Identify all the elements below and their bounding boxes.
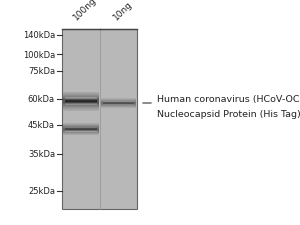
Bar bbox=[65, 102, 97, 103]
Bar bbox=[101, 100, 136, 101]
Bar bbox=[63, 102, 99, 103]
Bar bbox=[65, 104, 97, 105]
Bar bbox=[65, 128, 97, 129]
Text: 100kDa: 100kDa bbox=[23, 50, 55, 59]
Bar bbox=[63, 130, 99, 131]
Bar bbox=[65, 129, 97, 130]
Bar bbox=[63, 127, 99, 128]
Bar bbox=[65, 100, 97, 101]
Text: 35kDa: 35kDa bbox=[28, 150, 55, 159]
Bar bbox=[63, 133, 99, 134]
Bar bbox=[63, 129, 99, 130]
Bar bbox=[63, 100, 99, 101]
Bar bbox=[63, 99, 99, 100]
Bar bbox=[101, 107, 136, 108]
Bar bbox=[63, 124, 99, 125]
Bar bbox=[63, 100, 99, 101]
Bar bbox=[63, 107, 99, 108]
Bar bbox=[101, 99, 136, 100]
Bar bbox=[63, 134, 99, 135]
Bar bbox=[63, 103, 99, 104]
Bar bbox=[65, 105, 97, 106]
Bar bbox=[63, 94, 99, 95]
Bar bbox=[63, 95, 99, 96]
Bar bbox=[63, 109, 99, 110]
Text: Nucleocapsid Protein (His Tag): Nucleocapsid Protein (His Tag) bbox=[157, 110, 300, 119]
Text: 75kDa: 75kDa bbox=[28, 67, 55, 76]
Bar bbox=[65, 131, 97, 132]
Text: 60kDa: 60kDa bbox=[28, 95, 55, 104]
Bar bbox=[101, 104, 136, 105]
Bar bbox=[101, 108, 136, 109]
Bar bbox=[101, 105, 136, 106]
Bar bbox=[63, 97, 99, 98]
Bar bbox=[65, 99, 97, 100]
Bar bbox=[101, 103, 136, 104]
Bar bbox=[63, 96, 99, 97]
Bar bbox=[103, 104, 134, 105]
Bar bbox=[101, 106, 136, 107]
Bar bbox=[63, 127, 99, 128]
Bar bbox=[65, 130, 97, 131]
Bar bbox=[63, 105, 99, 106]
Bar bbox=[63, 110, 99, 111]
Bar bbox=[63, 125, 99, 126]
Text: 25kDa: 25kDa bbox=[28, 187, 55, 196]
Bar bbox=[103, 101, 134, 102]
Bar bbox=[65, 98, 97, 99]
Bar bbox=[63, 128, 99, 129]
Bar bbox=[65, 103, 97, 104]
Text: 100ng: 100ng bbox=[72, 0, 98, 22]
Bar bbox=[63, 93, 99, 94]
Text: 140kDa: 140kDa bbox=[23, 31, 55, 40]
Bar bbox=[103, 102, 134, 103]
Bar bbox=[63, 131, 99, 132]
Bar bbox=[63, 101, 99, 102]
Text: 10ng: 10ng bbox=[112, 0, 134, 22]
Bar bbox=[63, 108, 99, 109]
Bar bbox=[65, 127, 97, 128]
Bar bbox=[63, 126, 99, 127]
Bar bbox=[63, 106, 99, 107]
Bar bbox=[103, 105, 134, 106]
Bar bbox=[62, 30, 137, 209]
Text: Human coronavirus (HCoV-OC43): Human coronavirus (HCoV-OC43) bbox=[157, 95, 300, 104]
Bar bbox=[63, 104, 99, 105]
Bar bbox=[103, 103, 134, 104]
Bar bbox=[63, 135, 99, 136]
Bar bbox=[63, 132, 99, 133]
Bar bbox=[65, 101, 97, 102]
Bar bbox=[101, 102, 136, 103]
Bar bbox=[63, 98, 99, 99]
Bar bbox=[63, 126, 99, 127]
Text: 45kDa: 45kDa bbox=[28, 121, 55, 130]
Bar bbox=[101, 101, 136, 102]
